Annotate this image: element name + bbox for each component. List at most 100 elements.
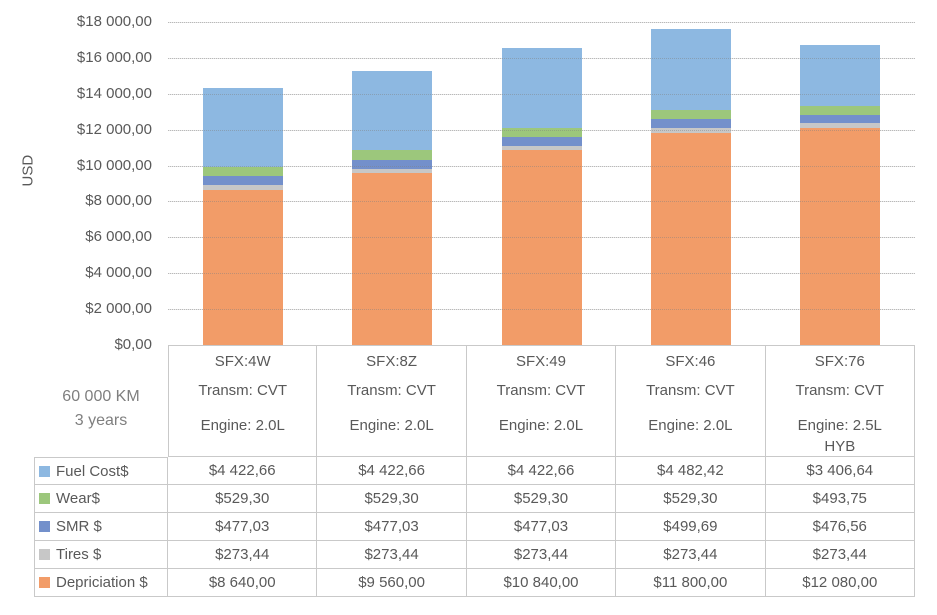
- bar-segment-wear: [650, 109, 731, 120]
- y-axis-tick-label: $18 000,00: [76, 13, 152, 30]
- cost-value-cell: $9 560,00: [317, 569, 467, 597]
- column-header-sfx-76: SFX:76 Transm: CVT Engine: 2.5L HYB: [765, 345, 915, 457]
- row-label: Tires $: [34, 541, 168, 569]
- header-transmission: Transm: CVT: [795, 382, 885, 399]
- bar-segment-fuel-cost: [352, 71, 433, 151]
- gridline: [168, 22, 915, 23]
- gridline-dots: [168, 93, 915, 95]
- y-axis-tick-label: $8 000,00: [85, 192, 152, 210]
- bar-segment-depriciation: [202, 189, 283, 345]
- cost-value-cell: $3 406,64: [765, 457, 915, 485]
- gridline-dots: [168, 129, 915, 131]
- cost-value-cell: $529,30: [317, 485, 467, 513]
- header-engine: Engine: 2.0L: [349, 417, 434, 434]
- cost-value-cell: $11 800,00: [616, 569, 766, 597]
- legend-swatch: [39, 493, 50, 504]
- cost-value-cell: $273,44: [317, 541, 467, 569]
- cost-value-cell: $529,30: [466, 485, 617, 513]
- bar-segment-depriciation: [352, 173, 433, 345]
- gridline-dots: [168, 273, 915, 275]
- header-engine: Engine: 2.5L HYB: [797, 417, 882, 455]
- row-label-text: Wear$: [56, 490, 100, 507]
- gridline-dots: [168, 201, 915, 203]
- bar-segment-fuel-cost: [501, 48, 582, 128]
- y-axis-tick-label: $14 000,00: [76, 84, 152, 102]
- column-header-sfx-4w: SFX:4W Transm: CVT Engine: 2.0L: [168, 345, 318, 457]
- cost-value-cell: $477,03: [317, 513, 467, 541]
- bar-segment-smr: [352, 159, 433, 169]
- bar-segment-tires: [501, 145, 582, 151]
- bar-segment-smr: [501, 136, 582, 146]
- distance-label: 60 000 KM: [62, 388, 140, 405]
- cost-value-cell: $529,30: [168, 485, 318, 513]
- cost-value-cell: $499,69: [616, 513, 766, 541]
- gridline-dots: [168, 237, 915, 239]
- header-model-code: SFX:4W: [214, 353, 271, 370]
- header-engine: Engine: 2.0L: [200, 417, 285, 434]
- y-axis-tick-label: $0,00: [114, 336, 152, 353]
- bar-segment-depriciation: [800, 128, 881, 345]
- cost-value-cell: $10 840,00: [466, 569, 617, 597]
- bar-segment-wear: [352, 150, 433, 160]
- cost-value-cell: $4 422,66: [168, 457, 318, 485]
- y-axis-title: USD: [19, 154, 37, 187]
- cost-value-cell: $12 080,00: [765, 569, 915, 597]
- header-engine: Engine: 2.0L: [498, 417, 584, 434]
- bar-segment-tires: [800, 123, 881, 129]
- cost-value-cell: $476,56: [765, 513, 915, 541]
- gridline-dots: [168, 309, 915, 311]
- bar-segment-fuel-cost: [650, 29, 731, 110]
- cost-value-cell: $4 422,66: [317, 457, 467, 485]
- bar-segment-tires: [202, 185, 283, 190]
- cost-value-cell: $493,75: [765, 485, 915, 513]
- y-axis-tick-label: $4 000,00: [85, 264, 152, 282]
- gridline-dots: [168, 165, 915, 167]
- row-label-text: SMR $: [56, 518, 102, 535]
- bar-segment-wear: [202, 166, 283, 177]
- bar-segment-depriciation: [650, 133, 731, 345]
- cost-value-cell: $4 482,42: [616, 457, 766, 485]
- stacked-bar: [352, 71, 433, 345]
- cost-value-cell: $273,44: [466, 541, 617, 569]
- gridline-dots: [168, 22, 915, 23]
- y-axis-tick-label: $12 000,00: [76, 120, 152, 138]
- y-axis-tick-label: $2 000,00: [85, 300, 152, 318]
- gridline-dots: [168, 57, 915, 59]
- cost-value-cell: $529,30: [616, 485, 766, 513]
- legend-swatch: [39, 465, 50, 477]
- bar-segment-smr: [650, 119, 731, 129]
- stacked-bar: [800, 44, 881, 345]
- bar-segment-depriciation: [501, 150, 582, 345]
- header-model-code: SFX:76: [814, 353, 865, 370]
- bar-segment-wear: [800, 105, 881, 115]
- row-label-text: Tires $: [56, 546, 102, 563]
- column-header-sfx-8z: SFX:8Z Transm: CVT Engine: 2.0L: [317, 345, 467, 457]
- column-header-sfx-49: SFX:49 Transm: CVT Engine: 2.0L: [466, 345, 617, 457]
- header-model-code: SFX:8Z: [366, 353, 418, 370]
- y-axis-tick-label: $10 000,00: [76, 156, 152, 174]
- cost-value-cell: $273,44: [168, 541, 318, 569]
- y-axis-tick-label: $16 000,00: [76, 48, 152, 66]
- y-axis-tick-label: $6 000,00: [85, 228, 152, 246]
- bar-segment-tires: [650, 128, 731, 134]
- legend-swatch: [39, 549, 50, 560]
- cost-value-cell: $4 422,66: [466, 457, 617, 485]
- row-label: Wear$: [34, 485, 168, 513]
- bar-segment-tires: [352, 168, 433, 174]
- row-label: Depriciation $: [34, 569, 168, 597]
- legend-swatch: [39, 521, 50, 532]
- cost-value-cell: $477,03: [466, 513, 617, 541]
- bar-segment-smr: [202, 176, 283, 186]
- cost-table: 60 000 KM 3 years SFX:4W Transm: CVT Engin…: [34, 345, 915, 597]
- row-label-text: Fuel Cost$: [56, 462, 129, 480]
- header-transmission: Transm: CVT: [198, 382, 287, 399]
- bar-segment-fuel-cost: [800, 44, 881, 106]
- header-model-code: SFX:46: [665, 353, 716, 370]
- header-transmission: Transm: CVT: [646, 382, 735, 399]
- table-corner-label: 60 000 KM 3 years: [34, 345, 168, 457]
- legend-swatch: [39, 577, 50, 588]
- bar-segment-smr: [800, 114, 881, 124]
- cost-value-cell: $273,44: [765, 541, 915, 569]
- header-engine: Engine: 2.0L: [648, 417, 733, 434]
- cost-value-cell: $8 640,00: [168, 569, 318, 597]
